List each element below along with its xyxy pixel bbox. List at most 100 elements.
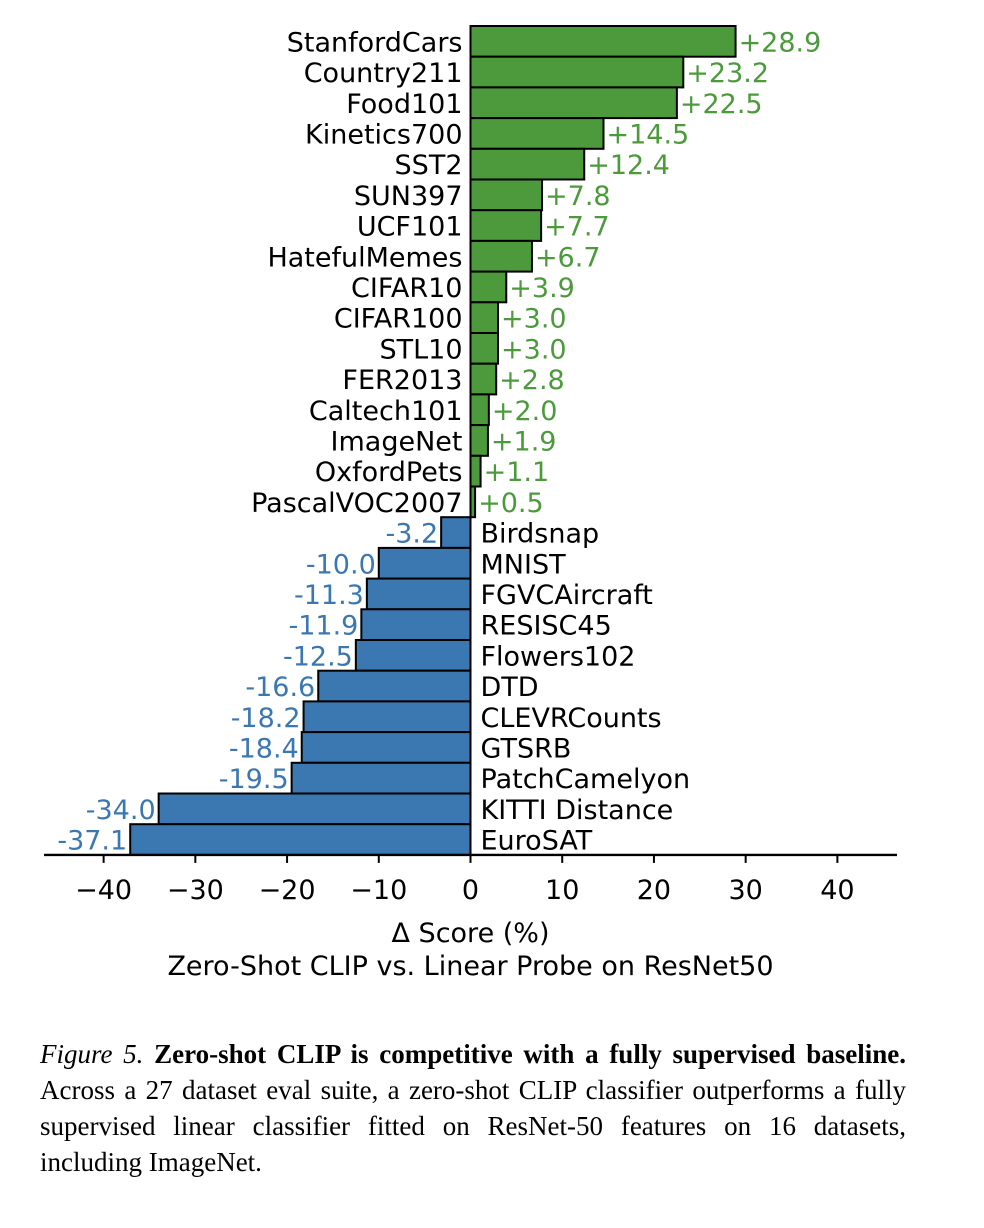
- value-label: -12.5: [283, 641, 353, 672]
- bar-sun397: [469, 178, 544, 212]
- value-label: +12.4: [587, 150, 670, 181]
- value-label: -11.3: [294, 580, 364, 611]
- bar-fer2013: [469, 362, 498, 396]
- category-label: UCF101: [357, 212, 463, 243]
- category-label: DTD: [481, 672, 539, 703]
- bar-kinetics700: [469, 117, 605, 150]
- bar-patchcamelyon: [290, 761, 472, 795]
- value-label: -18.4: [229, 733, 299, 764]
- value-label: +6.7: [535, 242, 601, 273]
- bar-sst2: [469, 147, 586, 181]
- value-label: -19.5: [219, 764, 289, 795]
- x-axis-label: Δ Score (%): [392, 918, 550, 949]
- x-tick-label: −40: [75, 875, 132, 906]
- category-label: Caltech101: [309, 396, 463, 427]
- value-label: -37.1: [57, 826, 127, 857]
- figure-caption: Figure 5. Zero-shot CLIP is competitive …: [40, 1036, 906, 1180]
- bar-fgvcaircraft: [365, 577, 472, 611]
- category-label: CIFAR10: [351, 273, 462, 304]
- category-label: StanfordCars: [287, 27, 463, 58]
- category-label: ImageNet: [331, 426, 463, 457]
- bar-imagenet: [469, 424, 489, 457]
- value-label: -34.0: [86, 795, 156, 826]
- bar-pascalvoc2007: [469, 485, 477, 519]
- value-label: +3.0: [501, 304, 567, 335]
- category-label: PascalVOC2007: [251, 488, 462, 519]
- category-label: CLEVRCounts: [481, 703, 662, 734]
- value-label: +23.2: [686, 58, 769, 89]
- value-label: -16.6: [245, 672, 315, 703]
- value-label: -11.9: [288, 611, 358, 642]
- bar-cifar10: [469, 270, 508, 304]
- x-tick-label: −20: [259, 875, 316, 906]
- bar-dtd: [317, 669, 472, 703]
- category-label: EuroSAT: [481, 826, 593, 857]
- category-labels-group: StanfordCarsCountry211Food101Kinetics700…: [251, 27, 690, 856]
- bar-stl10: [469, 332, 500, 365]
- category-label: SST2: [395, 150, 463, 181]
- value-label: +7.8: [545, 181, 611, 212]
- category-label: STL10: [379, 334, 462, 365]
- value-label: +1.1: [484, 457, 550, 488]
- value-label: -3.2: [385, 519, 438, 550]
- bar-eurosat: [129, 823, 472, 856]
- value-label: +7.7: [544, 212, 610, 243]
- bar-oxfordpets: [469, 454, 482, 488]
- value-label: +2.8: [499, 365, 565, 396]
- bar-mnist: [377, 546, 472, 580]
- x-tick-label: 0: [462, 875, 479, 906]
- category-label: Country211: [304, 58, 463, 89]
- x-axis-ticks-group: −40 −30 −20 −10 0 10 20 30 40: [75, 854, 855, 906]
- caption-bold-text: Zero-shot CLIP is competitive with a ful…: [154, 1039, 906, 1069]
- bar-food101: [469, 86, 678, 120]
- category-label: PatchCamelyon: [481, 764, 691, 795]
- value-label: +28.9: [739, 27, 822, 58]
- bar-country211: [469, 55, 685, 89]
- category-label: CIFAR100: [334, 304, 463, 335]
- value-label: +22.5: [680, 89, 763, 120]
- category-label: Flowers102: [481, 641, 636, 672]
- category-label: OxfordPets: [315, 457, 463, 488]
- category-label: Food101: [346, 89, 462, 120]
- bar-kitti-distance: [157, 792, 472, 826]
- value-label: -18.2: [231, 703, 301, 734]
- value-label: +3.0: [501, 334, 567, 365]
- value-labels-group: +28.9+23.2+22.5+14.5+12.4+7.8+7.7+6.7+3.…: [57, 27, 821, 856]
- value-label: -10.0: [306, 549, 376, 580]
- x-tick-label: 10: [545, 875, 579, 906]
- value-label: +2.0: [492, 396, 558, 427]
- bar-clevrcounts: [302, 700, 472, 734]
- category-label: FGVCAircraft: [481, 580, 653, 611]
- bars-group: [129, 25, 737, 856]
- x-tick-label: −30: [167, 875, 224, 906]
- x-tick-label: 30: [728, 875, 762, 906]
- category-label: GTSRB: [481, 733, 572, 764]
- bar-flowers102: [354, 639, 472, 672]
- chart-title: Zero-Shot CLIP vs. Linear Probe on ResNe…: [167, 951, 773, 982]
- value-label: +3.9: [509, 273, 575, 304]
- bar-cifar100: [469, 301, 500, 334]
- category-label: SUN397: [354, 181, 463, 212]
- category-label: KITTI Distance: [481, 795, 674, 826]
- category-label: Kinetics700: [305, 119, 462, 150]
- bar-stanfordcars: [469, 25, 737, 58]
- bar-ucf101: [469, 209, 543, 242]
- category-label: RESISC45: [481, 611, 612, 642]
- value-label: +0.5: [478, 488, 544, 519]
- bar-resisc45: [360, 608, 472, 641]
- x-tick-label: 40: [820, 875, 854, 906]
- category-label: FER2013: [342, 365, 462, 396]
- bar-caltech101: [469, 393, 490, 427]
- bar-chart: StanfordCarsCountry211Food101Kinetics700…: [44, 25, 897, 982]
- x-tick-label: 20: [637, 875, 671, 906]
- category-label: MNIST: [481, 549, 567, 580]
- category-label: Birdsnap: [481, 519, 600, 550]
- bar-hatefulmemes: [469, 239, 533, 273]
- caption-label: Figure 5.: [40, 1039, 144, 1069]
- bar-birdsnap: [440, 516, 472, 549]
- category-label: HatefulMemes: [267, 242, 462, 273]
- value-label: +1.9: [491, 426, 557, 457]
- bar-gtsrb: [300, 731, 472, 764]
- caption-body-text: Across a 27 dataset eval suite, a zero-s…: [40, 1075, 906, 1177]
- x-tick-label: −10: [350, 875, 407, 906]
